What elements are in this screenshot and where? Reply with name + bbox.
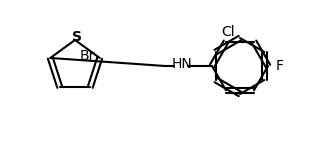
Text: Cl: Cl xyxy=(221,25,235,39)
Text: Br: Br xyxy=(80,49,95,63)
Text: HN: HN xyxy=(172,57,192,71)
Text: F: F xyxy=(276,59,284,73)
Text: S: S xyxy=(72,30,82,44)
